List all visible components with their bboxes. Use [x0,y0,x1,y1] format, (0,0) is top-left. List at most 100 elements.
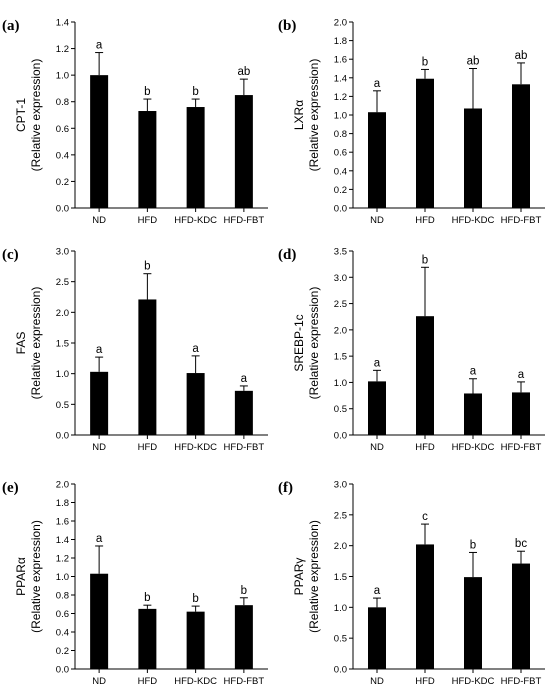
x-category-label: HFD [138,676,158,687]
significance-label: a [374,78,381,90]
significance-label: b [192,86,198,98]
y-tick-label: 1.0 [56,572,69,583]
significance-label: b [144,261,150,273]
x-category-label: ND [92,442,106,453]
y-tick-label: 0.8 [334,129,347,140]
x-category-label: HFD [138,215,158,226]
chart-panel: (a) CPT-1 (Relative expression) 0.0 0.2 0.4 0.… [2,18,268,226]
bar [368,607,386,669]
significance-label: b [422,56,428,68]
y-tick-label: 0.5 [334,634,347,645]
x-category-label: ND [370,442,384,453]
y-axis-subtitle: (Relative expression) [307,287,321,400]
x-category-label: HFD-FBT [224,676,265,687]
y-tick-label: 0.6 [56,124,69,135]
significance-label: b [192,593,198,605]
y-tick-label: 0.0 [56,665,69,676]
y-tick-label: 0.0 [334,431,347,442]
x-category-label: HFD-KDC [452,215,495,226]
y-tick-label: 3.0 [334,273,347,284]
bar [512,84,530,208]
x-category-label: HFD [138,442,158,453]
chart-panel: (e) PPARα (Relative expression) 0.0 0.2 0.4 0.… [2,480,268,687]
significance-label: ab [515,50,528,62]
significance-label: a [374,357,381,369]
y-tick-label: 2.0 [56,480,69,491]
y-tick-label: 1.2 [56,44,69,55]
significance-label: a [518,369,525,381]
bar [90,75,109,209]
y-tick-label: 0.2 [334,185,347,196]
y-tick-label: 1.6 [334,55,347,66]
bar [512,392,530,435]
bar [368,112,386,208]
x-category-label: HFD-FBT [501,676,542,687]
bar [416,544,434,669]
x-category-label: ND [92,676,106,687]
x-category-label: HFD-KDC [452,442,495,453]
x-category-label: HFD-KDC [174,442,217,453]
x-category-label: HFD-FBT [224,215,265,226]
y-tick-label: 1.5 [56,339,69,350]
y-axis-subtitle: (Relative expression) [29,287,43,400]
y-tick-label: 1.0 [56,369,69,380]
bar [234,390,253,435]
y-tick-label: 2.0 [56,308,69,319]
significance-label: a [470,366,477,378]
bar [186,611,205,669]
x-category-label: HFD-KDC [174,215,217,226]
y-tick-label: 3.5 [334,247,347,258]
y-tick-label: 1.2 [56,554,69,565]
panel-label: (f) [278,480,293,496]
y-tick-label: 0.8 [56,97,69,108]
x-category-label: HFD [415,676,435,687]
significance-label: b [241,585,247,597]
bar [464,577,482,669]
y-tick-label: 1.2 [334,92,347,103]
y-tick-label: 1.0 [334,111,347,122]
y-tick-label: 0.2 [56,646,69,657]
y-tick-label: 1.4 [56,18,69,29]
y-tick-label: 0.0 [56,204,69,215]
significance-label: a [96,40,103,52]
y-tick-label: 0.6 [56,609,69,620]
panel-label: (c) [2,247,19,263]
y-tick-label: 1.5 [334,572,347,583]
y-tick-label: 1.4 [56,535,69,546]
y-axis-subtitle: (Relative expression) [307,520,321,633]
x-category-label: ND [370,215,384,226]
significance-label: a [192,343,199,355]
panel-label: (d) [278,247,296,263]
chart-panel: (c) FAS (Relative expression) 0.0 0.5 1.0 1.5 2… [2,247,268,453]
panel-label: (a) [2,18,20,34]
significance-label: a [241,373,248,385]
y-tick-label: 0.0 [334,665,347,676]
y-tick-label: 0.4 [334,166,347,177]
x-category-label: HFD-FBT [224,442,265,453]
bar [186,373,205,435]
y-tick-label: 1.8 [334,36,347,47]
y-tick-label: 2.0 [334,18,347,29]
significance-label: c [422,511,428,523]
y-tick-label: 0.4 [56,150,69,161]
significance-label: b [144,592,150,604]
bar [234,605,253,669]
y-tick-label: 2.5 [334,510,347,521]
chart-panel: (f) PPARγ (Relative expression) 0.0 0.5 1.0 1.… [278,480,545,687]
panel-label: (b) [278,18,296,34]
y-tick-label: 2.0 [334,541,347,552]
bar [138,299,157,435]
x-category-label: HFD-FBT [501,442,542,453]
significance-label: ab [237,66,250,78]
y-tick-label: 1.6 [56,517,69,528]
x-category-label: HFD-KDC [174,676,217,687]
significance-label: bc [515,538,527,550]
significance-label: a [374,585,381,597]
significance-label: ab [467,56,480,68]
y-tick-label: 1.8 [56,498,69,509]
y-tick-label: 3.0 [334,480,347,491]
bar [90,573,109,669]
bar [416,78,434,208]
significance-label: b [144,86,150,98]
